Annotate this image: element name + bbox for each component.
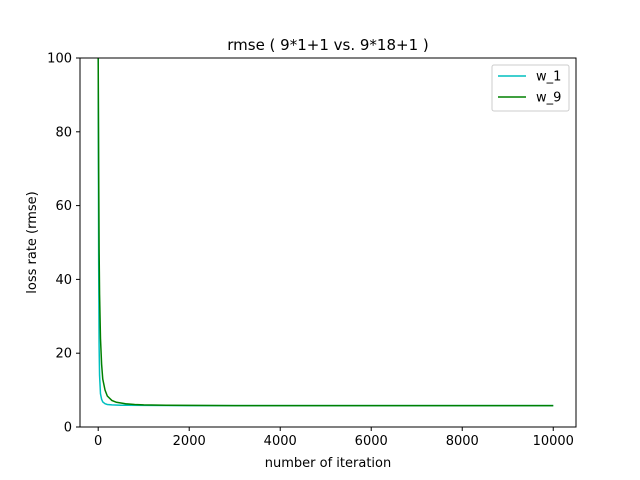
legend-label-w9: w_9 xyxy=(536,91,561,106)
x-tick-label: 10000 xyxy=(533,434,574,449)
x-tick-label: 4000 xyxy=(264,434,297,449)
tick-layer: 0 2000 4000 6000 8000 10000 0 20 40 60 80 100 xyxy=(47,52,574,450)
plot-frame xyxy=(79,57,577,428)
y-tick-label: 20 xyxy=(55,347,72,362)
legend: w_1 w_9 xyxy=(491,64,570,112)
y-tick-label: 40 xyxy=(55,273,72,288)
series-line-w-9 xyxy=(97,58,554,407)
y-tick-label: 100 xyxy=(47,52,72,67)
x-tick-label: 8000 xyxy=(446,434,479,449)
chart-title: rmse ( 9*1+1 vs. 9*18+1 ) xyxy=(227,36,429,54)
x-tick-label: 2000 xyxy=(173,434,206,449)
x-tick-label: 6000 xyxy=(355,434,388,449)
x-axis-title: number of iteration xyxy=(265,456,391,471)
y-axis-title: loss rate (rmse) xyxy=(25,191,40,293)
y-tick-label: 60 xyxy=(55,199,72,214)
series-layer xyxy=(97,58,554,407)
x-tick-label: 0 xyxy=(94,434,102,449)
y-tick-label: 0 xyxy=(64,421,72,436)
legend-label-w1: w_1 xyxy=(536,70,561,85)
y-tick-label: 80 xyxy=(55,125,72,140)
